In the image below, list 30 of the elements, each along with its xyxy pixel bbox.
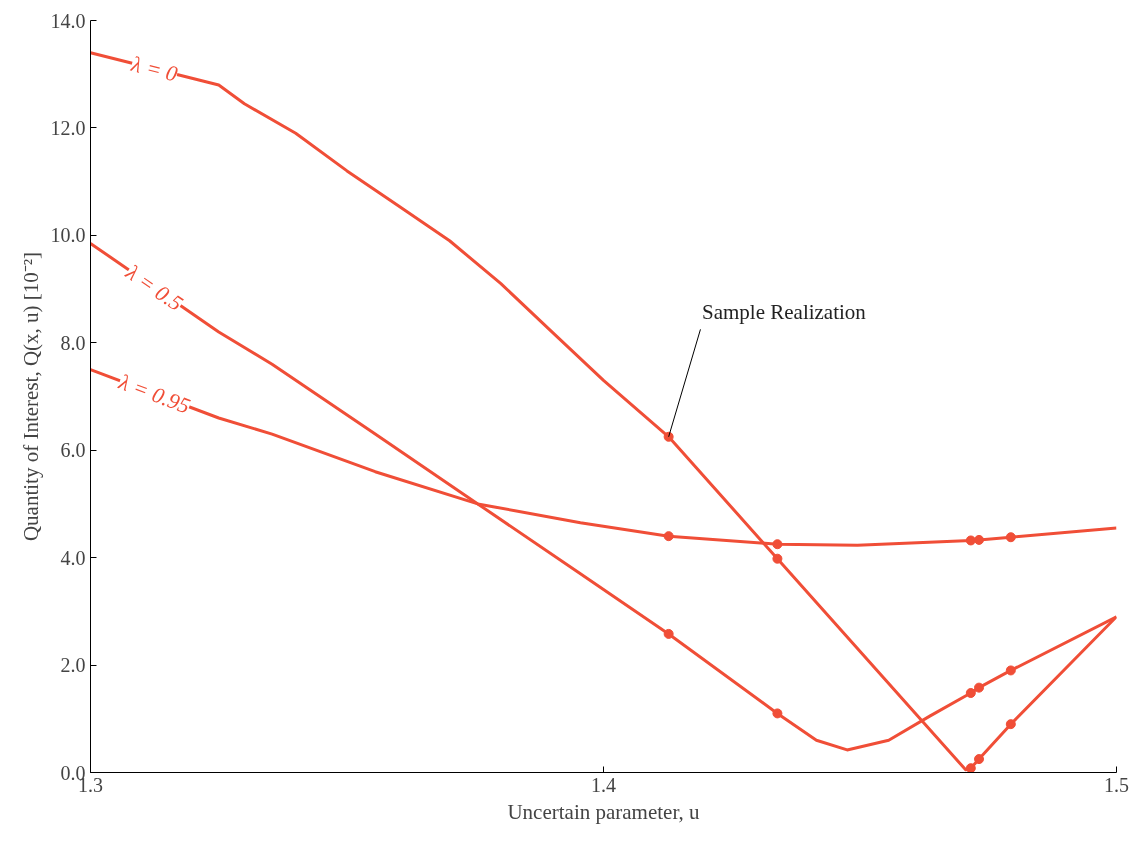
annotation: Sample Realization <box>702 299 867 324</box>
y-tick-label: 4.0 <box>60 546 86 569</box>
y-tick-label: 6.0 <box>60 439 86 462</box>
point <box>772 539 783 550</box>
point <box>663 628 674 639</box>
point <box>663 531 674 542</box>
point <box>974 754 985 765</box>
point <box>965 535 976 546</box>
x-tick-label: 1.5 <box>1104 773 1129 796</box>
x-tick-label: 1.4 <box>591 773 616 796</box>
y-tick-label: 14.0 <box>50 9 86 32</box>
y-axis-title: Quantity of Interest, Q(x, u) [10⁻²] <box>18 251 43 542</box>
y-tick-label: 12.0 <box>50 116 86 139</box>
point <box>965 763 976 773</box>
point <box>1005 532 1016 543</box>
x-axis-title: Uncertain parameter, u <box>507 799 701 824</box>
y-tick-label: 8.0 <box>60 331 86 354</box>
point <box>1005 665 1016 676</box>
text: λ = 0.5 <box>120 259 188 316</box>
y-tick-label: 2.0 <box>60 654 86 677</box>
point <box>663 431 674 442</box>
text: λ = 0.95 <box>114 368 194 419</box>
point <box>772 708 783 719</box>
point <box>1005 719 1016 730</box>
point <box>965 688 976 698</box>
point <box>772 553 783 564</box>
y-tick-label: 10.0 <box>50 224 86 247</box>
point <box>974 534 985 545</box>
text: λ = 0 <box>128 50 181 87</box>
point <box>974 682 985 693</box>
